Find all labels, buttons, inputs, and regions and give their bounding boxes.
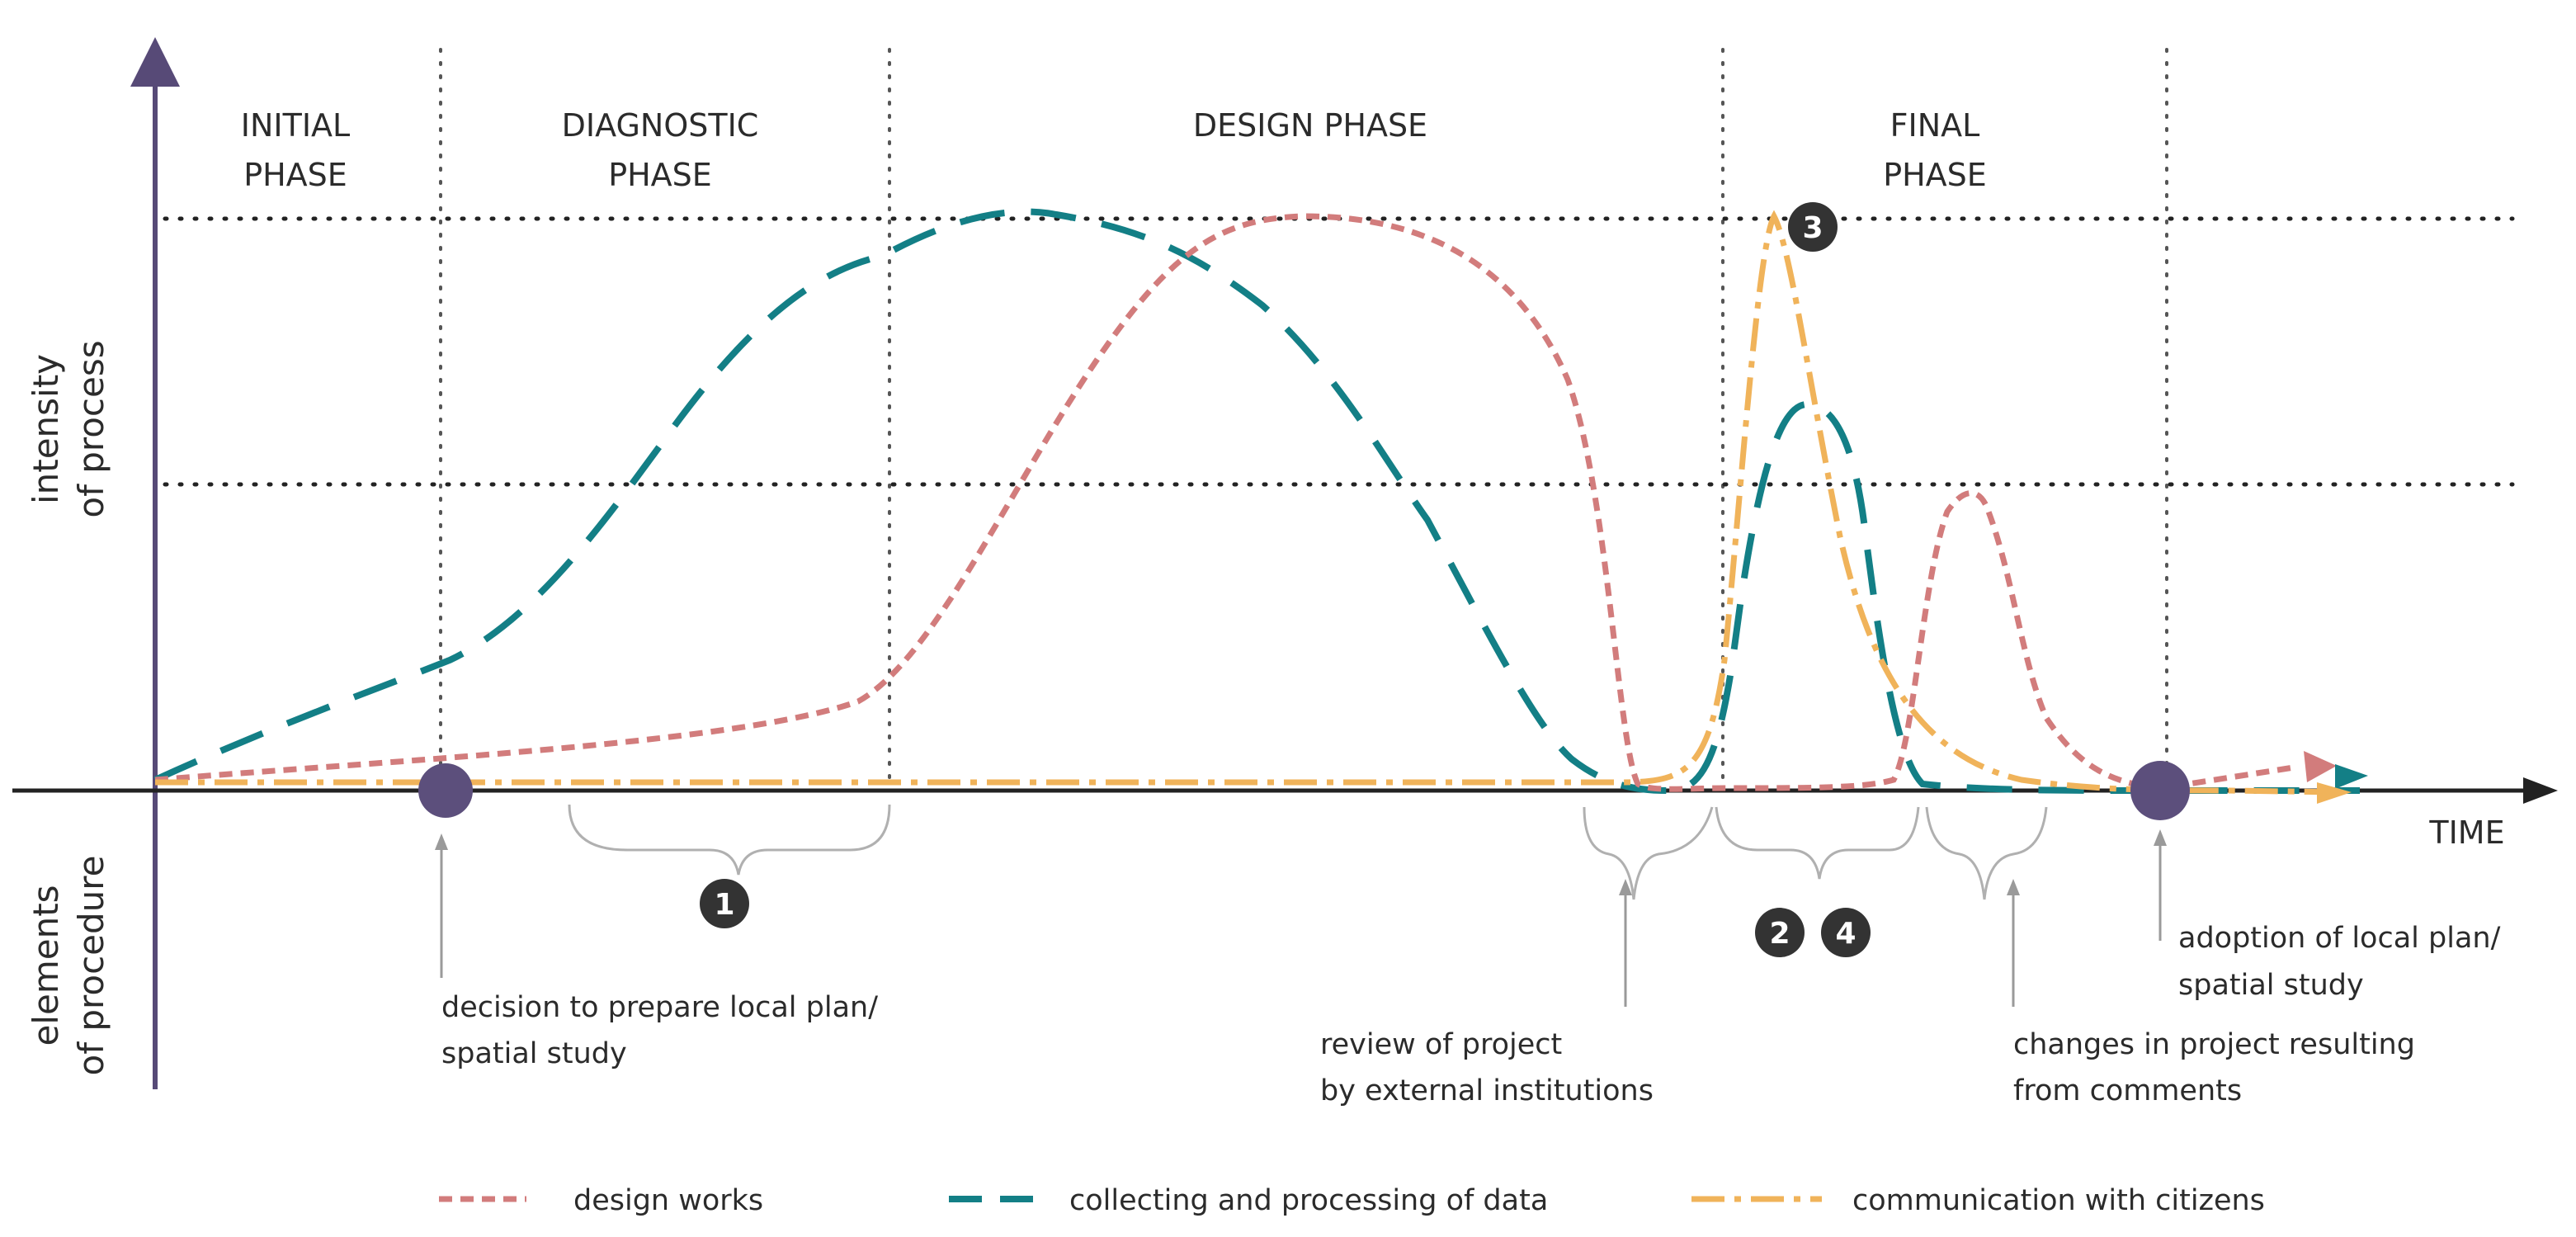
annotation-changes-line2: from comments xyxy=(2013,1074,2242,1107)
annotation-adoption-line1: adoption of local plan/ xyxy=(2178,922,2501,955)
x-axis-arrow-head xyxy=(2523,777,2558,804)
y-axis-title-upper-line1: intensity xyxy=(26,354,66,504)
marker-3: 3 xyxy=(1802,211,1823,245)
brace-final xyxy=(1715,806,1920,880)
milestone-adoption xyxy=(2130,761,2190,820)
annotation-decision-line2: spatial study xyxy=(441,1037,627,1070)
y-axis-title-upper-line2: of process xyxy=(71,340,111,517)
y-axis-title-lower-line2: of procedure xyxy=(71,856,111,1076)
phase-diagnostic-line1: DIAGNOSTIC xyxy=(562,107,759,144)
marker-2-circle xyxy=(1755,908,1805,957)
pointer-changes-head xyxy=(2007,879,2020,895)
phase-initial-line1: INITIAL xyxy=(241,107,350,144)
x-axis-title: TIME xyxy=(2428,814,2504,851)
curve-collecting-data xyxy=(153,208,2360,795)
marker-1-circle xyxy=(700,879,749,928)
milestone-decision xyxy=(418,763,473,818)
phase-final-line1: FINAL xyxy=(1890,107,1980,144)
marker-4-circle xyxy=(1821,908,1871,957)
marker-1: 1 xyxy=(714,888,734,922)
annotation-changes-line1: changes in project resulting xyxy=(2013,1028,2415,1061)
phase-final-line2: PHASE xyxy=(1883,157,1987,193)
pointer-adoption-head xyxy=(2154,829,2167,846)
annotation-review-line1: review of project xyxy=(1320,1028,1562,1061)
arrow-collecting-data xyxy=(2335,764,2368,789)
curve-communication xyxy=(155,210,2344,796)
phase-design: DESIGN PHASE xyxy=(1193,107,1427,144)
marker-3-circle xyxy=(1788,202,1838,252)
arrow-design-works xyxy=(2304,751,2337,782)
brace-changes xyxy=(1925,806,2048,900)
phase-initial-line2: PHASE xyxy=(243,157,347,193)
legend-label-communication: communication with citizens xyxy=(1852,1184,2265,1217)
marker-4: 4 xyxy=(1835,917,1856,951)
curve-design-works xyxy=(154,213,2295,792)
marker-2: 2 xyxy=(1769,917,1790,951)
pointer-review-head xyxy=(1619,879,1632,895)
y-axis-title-lower-line1: elements xyxy=(26,885,66,1046)
annotation-review-line2: by external institutions xyxy=(1320,1074,1654,1107)
brace-review xyxy=(1583,806,1714,900)
arrow-communication xyxy=(2317,782,2352,804)
legend-label-collecting-data: collecting and processing of data xyxy=(1069,1184,1548,1217)
annotation-adoption-line2: spatial study xyxy=(2178,969,2364,1002)
pointer-decision-head xyxy=(435,833,448,850)
annotation-decision-line1: decision to prepare local plan/ xyxy=(441,991,878,1024)
legend-label-design-works: design works xyxy=(573,1184,763,1217)
phase-diagnostic-line2: PHASE xyxy=(608,157,712,193)
brace-diagnostic xyxy=(568,804,891,876)
